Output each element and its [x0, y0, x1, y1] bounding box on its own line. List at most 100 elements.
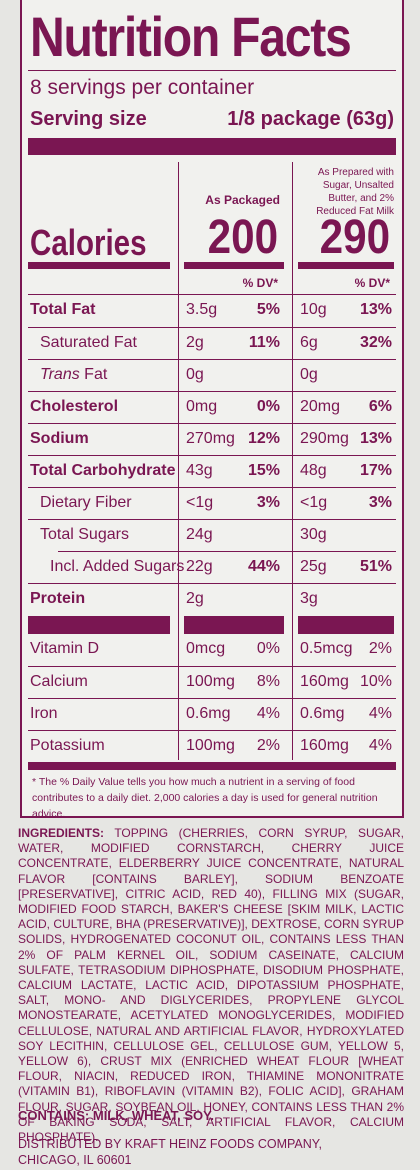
- dv-prepared: 13%: [359, 301, 392, 318]
- as-packaged-header: As Packaged: [205, 193, 280, 207]
- amount-packaged: 3.5g: [186, 301, 218, 318]
- distributor-line: DISTRIBUTED BY KRAFT HEINZ FOODS COMPANY…: [18, 1137, 322, 1151]
- thick-divider: [28, 138, 396, 155]
- amount-packaged: 0.6mg: [186, 705, 231, 722]
- amount-packaged: 0g: [186, 366, 204, 383]
- ingredients-text: TOPPING (CHERRIES, CORN SYRUP, SUGAR, WA…: [18, 826, 404, 1145]
- dv-packaged: 15%: [247, 462, 280, 479]
- divider: [28, 391, 396, 392]
- dv-packaged: 3%: [256, 494, 280, 511]
- amount-prepared: 0g: [300, 366, 318, 383]
- distributor-line: CHICAGO, IL 60601: [18, 1153, 132, 1167]
- amount-prepared: 10g: [300, 301, 327, 318]
- dv-header-prepared: % DV*: [354, 276, 390, 290]
- divider: [28, 730, 396, 731]
- divider: [28, 666, 396, 667]
- divider: [28, 359, 396, 360]
- calories-prepared: 290: [319, 211, 390, 264]
- nutrient-row-sodium: Sodium 270mg 12% 290mg 13%: [22, 424, 402, 456]
- calories-bar: [298, 262, 394, 269]
- amount-packaged: <1g: [186, 494, 214, 511]
- amount-prepared: 0.5mcg: [300, 640, 353, 657]
- servings-per-container: 8 servings per container: [30, 76, 255, 99]
- vitamin-row-vitamin-d: Vitamin D 0mcg 0% 0.5mcg 2%: [22, 634, 402, 666]
- divider: [28, 294, 396, 295]
- as-prepared-header: As Prepared with Sugar, Unsalted Butter,…: [316, 167, 394, 217]
- nutrient-name: Total Carbohydrate: [30, 462, 176, 479]
- distributor-info: DISTRIBUTED BY KRAFT HEINZ FOODS COMPANY…: [18, 1136, 322, 1168]
- dv-packaged: 0%: [256, 398, 280, 415]
- divider: [58, 551, 396, 552]
- amount-packaged: 22g: [186, 558, 213, 575]
- dv-packaged: 44%: [247, 558, 280, 575]
- panel-bottom-border: [22, 816, 402, 818]
- divider: [28, 583, 396, 584]
- calories-packaged: 200: [207, 211, 278, 264]
- column-divider: [292, 162, 293, 760]
- trans-italic: Trans: [40, 366, 80, 383]
- amount-packaged: 270mg: [186, 430, 235, 447]
- dv-prepared: 2%: [368, 640, 392, 657]
- ingredients-statement: INGREDIENTS: TOPPING (CHERRIES, CORN SYR…: [18, 826, 404, 1145]
- dv-packaged: 2%: [256, 737, 280, 754]
- dv-packaged: 0%: [256, 640, 280, 657]
- divider: [28, 327, 396, 328]
- nutrient-row-protein: Protein 2g 3g: [22, 584, 402, 616]
- serving-size-value: 1/8 package (63g): [227, 108, 394, 130]
- amount-packaged: 100mg: [186, 673, 235, 690]
- serving-size-label: Serving size: [30, 108, 147, 130]
- amount-prepared: 30g: [300, 526, 327, 543]
- allergen-statement: CONTAINS: MILK, WHEAT, SOY.: [18, 1108, 214, 1123]
- column-divider: [178, 162, 179, 760]
- dv-header-packaged: % DV*: [242, 276, 278, 290]
- nutrient-name: Calcium: [30, 673, 88, 690]
- nutrient-name: Total Sugars: [40, 526, 129, 543]
- amount-prepared: 160mg: [300, 673, 349, 690]
- amount-prepared: 48g: [300, 462, 327, 479]
- nutrient-name: Iron: [30, 705, 58, 722]
- dv-packaged: 5%: [256, 301, 280, 318]
- dv-packaged: 4%: [256, 705, 280, 722]
- thick-divider: [298, 616, 394, 634]
- amount-prepared: 25g: [300, 558, 327, 575]
- dv-packaged: 11%: [248, 334, 280, 351]
- divider: [28, 455, 396, 456]
- nutrient-name: Potassium: [30, 737, 105, 754]
- trans-rest: Fat: [79, 366, 108, 383]
- calories-bar: [184, 262, 284, 269]
- nutrient-row-total-sugars: Total Sugars 24g 30g: [22, 520, 402, 552]
- nutrient-name: Vitamin D: [30, 640, 100, 657]
- thick-divider: [28, 762, 396, 770]
- amount-packaged: 100mg: [186, 737, 235, 754]
- amount-packaged: 43g: [186, 462, 213, 479]
- vitamin-row-iron: Iron 0.6mg 4% 0.6mg 4%: [22, 699, 402, 731]
- dv-prepared: 6%: [368, 398, 392, 415]
- nutrient-row-total-carbohydrate: Total Carbohydrate 43g 15% 48g 17%: [22, 456, 402, 488]
- divider: [28, 698, 396, 699]
- nutrient-name: Cholesterol: [30, 398, 119, 415]
- dv-prepared: 51%: [359, 558, 392, 575]
- dv-prepared: 10%: [359, 673, 392, 690]
- dv-prepared: 3%: [368, 494, 392, 511]
- nutrient-name: Saturated Fat: [40, 334, 137, 351]
- amount-prepared: 290mg: [300, 430, 349, 447]
- nutrient-name: Protein: [30, 590, 86, 607]
- dv-packaged: 8%: [256, 673, 280, 690]
- divider: [28, 70, 396, 71]
- calories-label: Calories: [30, 222, 147, 263]
- nutrition-facts-panel: Nutrition Facts 8 servings per container…: [20, 0, 404, 820]
- thick-divider: [28, 616, 170, 634]
- vitamin-row-potassium: Potassium 100mg 2% 160mg 4%: [22, 731, 402, 763]
- dv-packaged: 12%: [247, 430, 280, 447]
- amount-packaged: 2g: [186, 334, 204, 351]
- divider: [28, 487, 396, 488]
- nutrient-name: Incl. Added Sugars: [50, 558, 185, 575]
- dv-prepared: 32%: [359, 334, 392, 351]
- amount-prepared: 0.6mg: [300, 705, 345, 722]
- nutrient-name: Sodium: [30, 430, 89, 447]
- divider: [28, 519, 396, 520]
- amount-packaged: 24g: [186, 526, 213, 543]
- amount-prepared: 160mg: [300, 737, 349, 754]
- nutrient-row-cholesterol: Cholesterol 0mg 0% 20mg 6%: [22, 392, 402, 424]
- daily-value-footnote: * The % Daily Value tells you how much a…: [32, 776, 378, 820]
